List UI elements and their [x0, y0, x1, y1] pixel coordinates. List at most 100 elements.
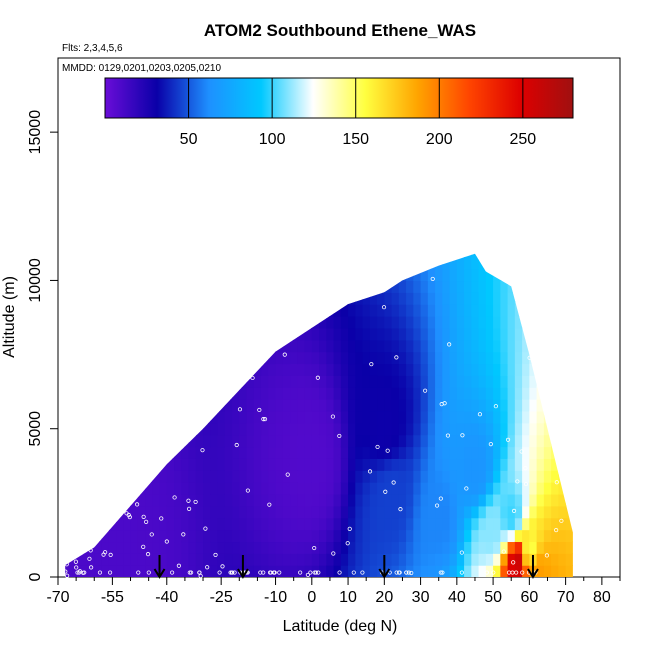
heatmap-cell [304, 363, 313, 376]
heatmap-cell [442, 268, 451, 282]
heatmap-cell [123, 304, 132, 317]
heatmap-cell [159, 517, 168, 531]
heatmap-cell [261, 351, 269, 365]
heatmap-cell [565, 375, 573, 388]
heatmap-cell [493, 363, 501, 376]
heatmap-cell [406, 316, 414, 329]
heatmap-cell [514, 268, 523, 282]
heatmap-cell [108, 565, 117, 578]
heatmap-cell [275, 256, 284, 270]
heatmap-cell [166, 482, 175, 495]
heatmap-cell [137, 565, 146, 578]
heatmap-cell [536, 351, 545, 365]
heatmap-cell [239, 482, 248, 495]
heatmap-cell [304, 505, 313, 519]
heatmap-cell [485, 446, 494, 459]
heatmap-cell [493, 253, 501, 258]
heatmap-cell [369, 529, 378, 543]
heatmap-cell [210, 256, 219, 270]
heatmap-cell [449, 316, 458, 329]
heatmap-cell [137, 280, 146, 293]
heatmap-cell [420, 493, 429, 507]
heatmap-cell [65, 292, 66, 305]
heatmap-cell [435, 434, 443, 448]
heatmap-cell [181, 434, 190, 448]
heatmap-cell [355, 553, 364, 566]
heatmap-cell [333, 351, 342, 365]
heatmap-cell [195, 541, 204, 554]
heatmap-cell [500, 565, 509, 578]
heatmap-cell [420, 253, 429, 258]
heatmap-cell [275, 529, 284, 543]
heatmap-cell [536, 410, 545, 424]
heatmap-cell [232, 351, 240, 365]
heatmap-cell [174, 482, 182, 495]
heatmap-cell [101, 292, 110, 305]
heatmap-cell [442, 327, 451, 341]
heatmap-cell [493, 517, 501, 531]
heatmap-cell [101, 363, 110, 376]
heatmap-cell [246, 565, 255, 578]
heatmap-cell [442, 541, 451, 554]
heatmap-cell [130, 339, 139, 353]
heatmap-cell [319, 434, 327, 448]
heatmap-cell [253, 387, 262, 400]
colorbar-tick-label: 50 [180, 131, 198, 148]
heatmap-cell [391, 553, 400, 566]
heatmap-cell [79, 410, 88, 424]
heatmap-cell [210, 375, 219, 388]
heatmap-cell [188, 268, 197, 282]
heatmap-cell [355, 446, 364, 459]
heatmap-cell [529, 375, 538, 388]
heatmap-cell [369, 422, 378, 436]
heatmap-cell [166, 256, 175, 270]
heatmap-cell [384, 351, 393, 365]
heatmap-cell [72, 363, 81, 376]
heatmap-cell [391, 280, 400, 293]
heatmap-cell [333, 268, 342, 282]
heatmap-cell [507, 458, 516, 471]
heatmap-cell [116, 446, 124, 459]
heatmap-cell [94, 470, 103, 483]
heatmap-cell [239, 316, 248, 329]
heatmap-cell [188, 304, 197, 317]
heatmap-cell [94, 529, 103, 543]
heatmap-cell [471, 422, 480, 436]
heatmap-cell [101, 565, 110, 578]
heatmap-cell [558, 268, 567, 282]
sample-point [511, 508, 517, 514]
heatmap-cell [326, 529, 335, 543]
heatmap-cell [478, 493, 487, 507]
heatmap-cell [355, 505, 364, 519]
heatmap-cell [536, 399, 545, 412]
heatmap-cell [72, 316, 81, 329]
heatmap-cell [174, 375, 182, 388]
sample-point [237, 407, 243, 412]
heatmap-cell [239, 387, 248, 400]
sample-point [126, 512, 131, 518]
heatmap-cell [311, 268, 320, 282]
heatmap-cell [485, 327, 494, 341]
heatmap-cell [326, 446, 335, 459]
sample-point [460, 433, 465, 438]
heatmap-cell [181, 256, 190, 270]
heatmap-cell [565, 553, 573, 566]
heatmap-cell [398, 493, 407, 507]
heatmap-cell [137, 253, 146, 258]
heatmap-cell [188, 553, 197, 566]
heatmap-cell [340, 446, 349, 459]
heatmap-cell [551, 493, 559, 507]
heatmap-cell [108, 399, 117, 412]
x-tick-label: 70 [557, 589, 575, 606]
sample-point [261, 417, 266, 422]
heatmap-cell [442, 422, 451, 436]
heatmap-cell [79, 292, 88, 305]
heatmap-cell [297, 351, 306, 365]
heatmap-cell [348, 517, 356, 531]
heatmap-cell [282, 375, 291, 388]
sample-point [205, 565, 210, 570]
heatmap-cell [311, 327, 320, 341]
heatmap-cell [224, 327, 233, 341]
heatmap-cell [340, 387, 349, 400]
heatmap-cell [398, 410, 407, 424]
